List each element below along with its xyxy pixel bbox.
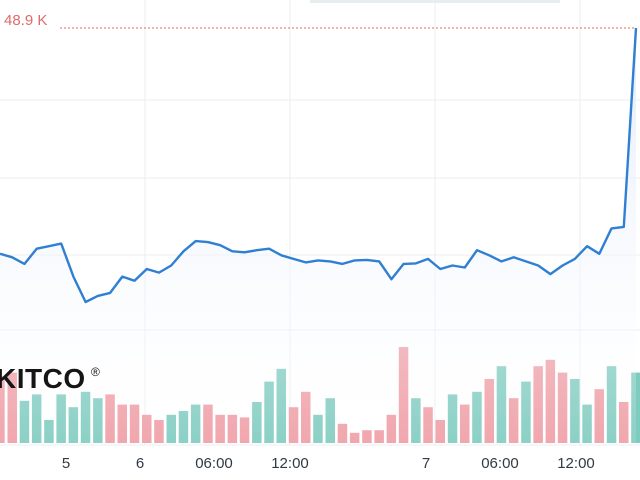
x-tick-label: 7 [422, 455, 430, 472]
legend-strip [310, 0, 560, 3]
price-area [0, 28, 636, 445]
kitco-logo: KITCO ® [0, 363, 100, 394]
price-line [0, 27, 638, 304]
x-tick-label: 06:00 [481, 455, 519, 472]
x-tick-label: 06:00 [195, 455, 233, 472]
x-axis-ticks: 5 6 06:00 12:00 7 06:00 12:00 [62, 455, 595, 472]
kitco-logo-text: KITCO [0, 363, 86, 394]
last-price-label: 48.9 K [4, 12, 47, 29]
x-tick-label: 12:00 [271, 455, 309, 472]
x-tick-label: 6 [136, 455, 144, 472]
registered-mark-icon: ® [91, 365, 100, 379]
x-tick-label: 12:00 [557, 455, 595, 472]
x-tick-label: 5 [62, 455, 70, 472]
